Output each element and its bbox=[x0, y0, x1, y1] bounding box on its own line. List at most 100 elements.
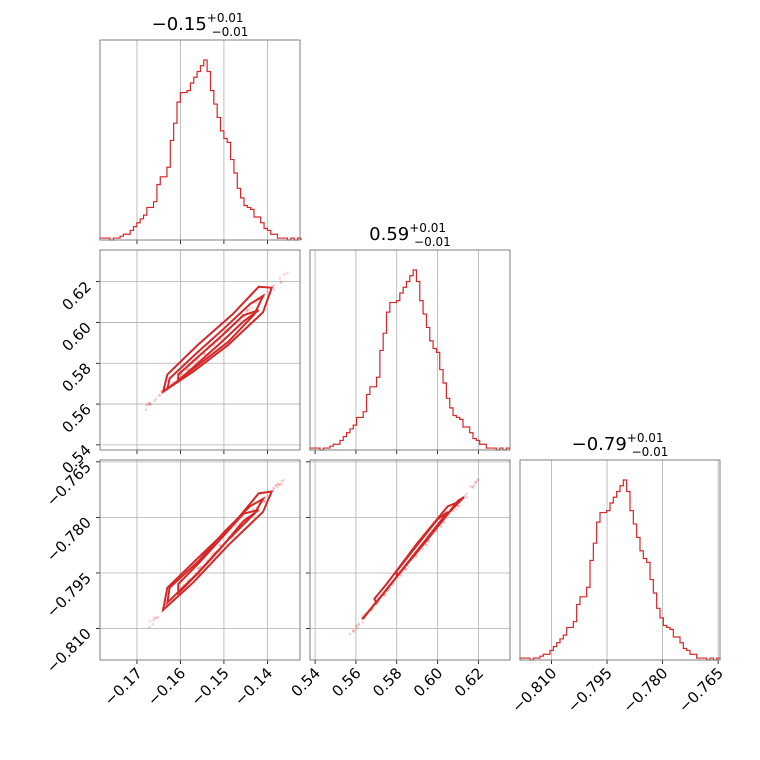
sample-point bbox=[427, 539, 431, 543]
sample-point bbox=[255, 301, 258, 304]
sample-point bbox=[197, 566, 201, 570]
pair-panel-0-2-frame bbox=[99, 459, 301, 661]
sample-point bbox=[353, 629, 356, 633]
sample-point bbox=[148, 401, 152, 405]
sample-point bbox=[272, 283, 276, 287]
histogram-0 bbox=[99, 59, 302, 241]
sample-point bbox=[468, 484, 472, 488]
sample-point bbox=[465, 495, 469, 499]
xtick-label-p2-2: −0.780 bbox=[619, 664, 671, 716]
sample-point bbox=[158, 394, 162, 397]
sample-point bbox=[442, 520, 446, 524]
sample-point bbox=[234, 525, 238, 529]
sample-point bbox=[399, 574, 403, 578]
sample-point bbox=[276, 485, 280, 489]
sample-point bbox=[442, 521, 445, 525]
sample-point bbox=[154, 616, 158, 620]
sample-point bbox=[250, 306, 254, 310]
sample-point bbox=[152, 618, 156, 622]
sample-point bbox=[154, 397, 158, 401]
title-minus-1: −0.01 bbox=[414, 235, 451, 249]
hist-panel-2-frame bbox=[519, 459, 721, 661]
title-param-0: −0.15+0.01 −0.01 bbox=[152, 11, 249, 39]
sample-point bbox=[147, 401, 151, 405]
title-median-1: 0.59 bbox=[369, 224, 409, 245]
sample-point bbox=[473, 480, 477, 484]
sample-point bbox=[157, 393, 161, 397]
sample-point bbox=[245, 310, 249, 314]
ytick-label-p1-1: 0.56 bbox=[58, 400, 94, 436]
ytick-label-p2-1: −0.795 bbox=[43, 569, 95, 621]
sample-point bbox=[351, 629, 355, 632]
sample-point bbox=[456, 504, 460, 508]
sample-point bbox=[439, 525, 443, 529]
hist-panel-1-frame bbox=[309, 249, 511, 451]
sample-point bbox=[282, 478, 285, 482]
sample-point bbox=[149, 402, 152, 406]
ytick-label-p2-0: −0.810 bbox=[43, 625, 95, 677]
sample-point bbox=[454, 507, 458, 511]
sample-point bbox=[458, 504, 461, 508]
pair-panel-0-2-contour-2 bbox=[161, 490, 274, 613]
xtick-label-p2-1: −0.795 bbox=[564, 664, 616, 716]
sample-point bbox=[148, 619, 152, 623]
sample-point bbox=[354, 624, 358, 628]
sample-point bbox=[157, 615, 161, 619]
sample-point bbox=[476, 477, 480, 481]
sample-point bbox=[357, 623, 361, 627]
xtick-label-p1-1: 0.56 bbox=[328, 664, 364, 700]
sample-point bbox=[276, 482, 279, 486]
pair-panel-0-1-contour-2 bbox=[161, 285, 274, 395]
sample-point bbox=[144, 408, 148, 411]
sample-point bbox=[279, 280, 283, 284]
sample-point bbox=[272, 487, 276, 491]
sample-point bbox=[152, 399, 156, 403]
sample-point bbox=[280, 482, 283, 486]
sample-point bbox=[355, 626, 359, 630]
sample-point bbox=[471, 485, 475, 489]
ytick-label-p1-3: 0.60 bbox=[58, 319, 94, 355]
sample-point bbox=[279, 281, 283, 285]
histogram-2 bbox=[519, 479, 721, 661]
title-median-0: −0.15 bbox=[152, 14, 207, 35]
sample-point bbox=[277, 483, 281, 487]
sample-point bbox=[357, 622, 361, 626]
sample-point bbox=[283, 273, 286, 276]
sample-point bbox=[263, 500, 267, 504]
pair-panel-0-1-contour-1 bbox=[165, 293, 266, 392]
title-param-1: 0.59+0.01 −0.01 bbox=[369, 221, 451, 249]
sample-point bbox=[351, 630, 355, 633]
sample-point bbox=[274, 484, 277, 488]
sample-point bbox=[148, 403, 152, 406]
xtick-label-p1-2: 0.58 bbox=[369, 664, 405, 700]
sample-point bbox=[196, 566, 200, 570]
ytick-label-p1-2: 0.58 bbox=[58, 359, 94, 395]
pair-panel-1-2-contour-2 bbox=[361, 496, 465, 620]
sample-point bbox=[404, 567, 408, 571]
pair-panel-1-2-frame bbox=[309, 459, 511, 661]
sample-point bbox=[247, 308, 251, 311]
sample-point bbox=[186, 367, 189, 371]
sample-point bbox=[465, 492, 468, 496]
pair-panel-0-2-contour-1 bbox=[165, 496, 266, 606]
sample-point bbox=[407, 564, 410, 568]
xtick-label-p0-0: −0.17 bbox=[101, 664, 146, 709]
sample-point bbox=[471, 486, 474, 489]
sample-point bbox=[280, 479, 284, 483]
sample-point bbox=[286, 271, 289, 275]
sample-point bbox=[278, 276, 282, 280]
sample-point bbox=[205, 559, 208, 562]
title-param-2: −0.79+0.01 −0.01 bbox=[572, 431, 669, 459]
sample-point bbox=[146, 403, 150, 407]
histogram-1 bbox=[309, 269, 511, 451]
xtick-label-p1-4: 0.62 bbox=[451, 664, 487, 700]
hist-panel-0-frame bbox=[99, 39, 301, 241]
sample-point bbox=[218, 543, 222, 547]
title-plus-1: +0.01 bbox=[409, 221, 446, 235]
pair-panel-0-1-frame bbox=[99, 249, 301, 451]
title-plus-2: +0.01 bbox=[627, 431, 664, 445]
xtick-label-p0-1: −0.16 bbox=[144, 664, 189, 709]
sample-point bbox=[404, 567, 408, 571]
title-minus-2: −0.01 bbox=[632, 445, 669, 459]
